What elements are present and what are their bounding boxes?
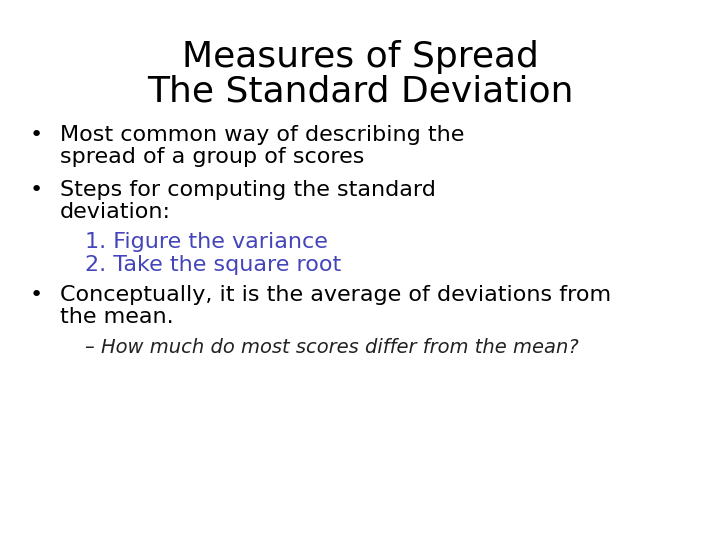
Text: The Standard Deviation: The Standard Deviation [147, 75, 573, 109]
Text: •: • [30, 180, 43, 200]
Text: 1. Figure the variance: 1. Figure the variance [85, 232, 328, 252]
Text: •: • [30, 125, 43, 145]
Text: the mean.: the mean. [60, 307, 174, 327]
Text: deviation:: deviation: [60, 202, 171, 222]
Text: Measures of Spread: Measures of Spread [181, 40, 539, 74]
Text: •: • [30, 285, 43, 305]
Text: Steps for computing the standard: Steps for computing the standard [60, 180, 436, 200]
Text: Conceptually, it is the average of deviations from: Conceptually, it is the average of devia… [60, 285, 611, 305]
Text: Most common way of describing the: Most common way of describing the [60, 125, 464, 145]
Text: 2. Take the square root: 2. Take the square root [85, 255, 341, 275]
Text: spread of a group of scores: spread of a group of scores [60, 147, 364, 167]
Text: – How much do most scores differ from the mean?: – How much do most scores differ from th… [85, 338, 579, 357]
